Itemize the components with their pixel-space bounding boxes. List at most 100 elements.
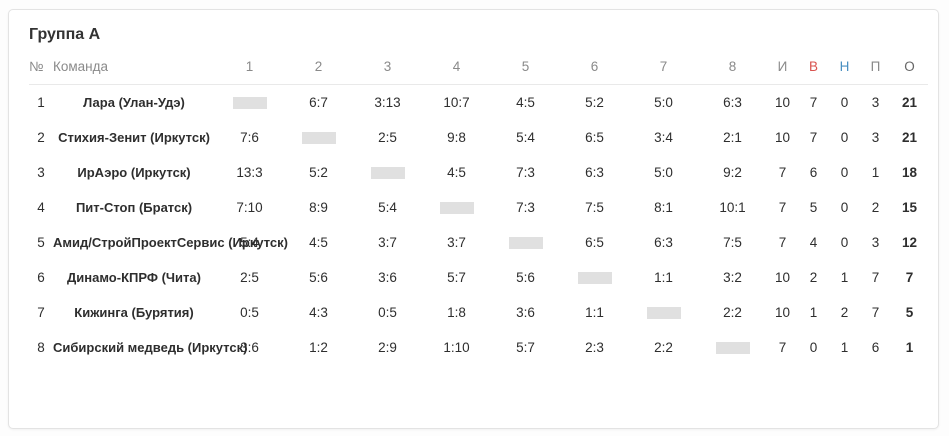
- wins-cell: 1: [809, 305, 818, 320]
- column-header-team: Команда: [53, 56, 215, 85]
- row-number-cell: 3: [37, 165, 45, 180]
- score-cell: 5:0: [654, 165, 673, 180]
- score-cell: 6:5: [585, 235, 604, 250]
- score-cell: 2:5: [240, 270, 259, 285]
- score-cell: 1:10: [443, 340, 470, 355]
- self-match-cell: [698, 330, 767, 365]
- score-cell: 3:6: [378, 270, 397, 285]
- score-cell: 5:4: [240, 235, 259, 250]
- table-row: 7 Кижинга (Бурятия) 0:5 4:3 0:5 1:8 3:6 1:1 2:2 1…: [29, 295, 928, 330]
- column-header-points: О: [891, 56, 928, 85]
- losses-cell: 7: [871, 305, 880, 320]
- wins-cell: 0: [809, 340, 818, 355]
- draws-cell: 0: [840, 200, 849, 215]
- wins-cell: 2: [809, 270, 818, 285]
- score-cell: 2:1: [723, 130, 742, 145]
- card-inner: Группа А № Команда 1 2 3 4 5 6: [9, 10, 938, 365]
- self-match-placeholder: [439, 202, 474, 215]
- score-cell: 9:2: [723, 165, 742, 180]
- draws-cell: 0: [840, 165, 849, 180]
- score-cell: 1:2: [309, 340, 328, 355]
- score-cell: 5:6: [309, 270, 328, 285]
- row-number-cell: 2: [37, 130, 45, 145]
- score-cell: 7:6: [240, 130, 259, 145]
- table-row: 2 Стихия-Зенит (Иркутск) 7:6 2:5 9:8 5:4 6:5 3:…: [29, 120, 928, 155]
- points-cell: 21: [901, 95, 918, 110]
- score-cell: 2:2: [654, 340, 673, 355]
- score-cell: 7:5: [585, 200, 604, 215]
- header-row: № Команда 1 2 3 4 5 6 7 8 И В Н П О: [29, 56, 928, 85]
- score-cell: 10:1: [719, 200, 746, 215]
- wins-cell: 6: [809, 165, 818, 180]
- row-number-cell: 4: [37, 200, 45, 215]
- table-row: 3 ИрАэро (Иркутск) 13:3 5:2 4:5 7:3 6:3 5:0 9:2 7…: [29, 155, 928, 190]
- table-row: 6 Динамо-КПРФ (Чита) 2:5 5:6 3:6 5:7 5:6 1:1 3:2…: [29, 260, 928, 295]
- column-header-8: 8: [698, 56, 767, 85]
- self-match-cell: [560, 260, 629, 295]
- row-number-cell: 8: [37, 340, 45, 355]
- games-cell: 7: [778, 235, 787, 250]
- column-header-7: 7: [629, 56, 698, 85]
- table-row: 5 Амид/СтройПроектСервис (Иркутск) 5:4 4:5 3…: [29, 225, 928, 260]
- standings-card: Группа А № Команда 1 2 3 4 5 6: [8, 9, 939, 429]
- score-cell: 9:8: [447, 130, 466, 145]
- score-cell: 2:9: [378, 340, 397, 355]
- draws-cell: 0: [840, 130, 849, 145]
- score-cell: 5:4: [516, 130, 535, 145]
- score-cell: 5:2: [309, 165, 328, 180]
- self-match-placeholder: [715, 342, 750, 355]
- group-title: Группа А: [29, 26, 101, 43]
- score-cell: 7:3: [516, 165, 535, 180]
- team-name-cell: Лара (Улан-Удэ): [83, 95, 185, 110]
- self-match-placeholder: [232, 97, 267, 110]
- team-name-cell: Стихия-Зенит (Иркутск): [58, 130, 210, 145]
- table-row: 8 Сибирский медведь (Иркутск) 3:6 1:2 2:9 1:1…: [29, 330, 928, 365]
- score-cell: 4:3: [309, 305, 328, 320]
- team-name-cell: Амид/СтройПроектСервис (Иркутск): [53, 235, 288, 250]
- column-header-3: 3: [353, 56, 422, 85]
- points-cell: 18: [901, 165, 918, 180]
- self-match-placeholder: [577, 272, 612, 285]
- score-cell: 0:5: [378, 305, 397, 320]
- self-match-cell: [629, 295, 698, 330]
- team-name-cell: ИрАэро (Иркутск): [77, 165, 191, 180]
- games-cell: 10: [774, 95, 791, 110]
- self-match-cell: [215, 85, 284, 121]
- row-number-cell: 5: [37, 235, 45, 250]
- losses-cell: 2: [871, 200, 880, 215]
- score-cell: 4:5: [309, 235, 328, 250]
- column-header-losses: П: [860, 56, 891, 85]
- wins-cell: 7: [809, 95, 818, 110]
- score-cell: 7:3: [516, 200, 535, 215]
- score-cell: 5:2: [585, 95, 604, 110]
- self-match-cell: [422, 190, 491, 225]
- column-header-1: 1: [215, 56, 284, 85]
- points-cell: 21: [901, 130, 918, 145]
- row-number-cell: 7: [37, 305, 45, 320]
- points-cell: 5: [905, 305, 914, 320]
- score-cell: 3:13: [374, 95, 401, 110]
- score-cell: 6:7: [309, 95, 328, 110]
- score-cell: 5:7: [447, 270, 466, 285]
- score-cell: 3:6: [240, 340, 259, 355]
- self-match-placeholder: [301, 132, 336, 145]
- draws-cell: 1: [840, 340, 849, 355]
- score-cell: 6:3: [585, 165, 604, 180]
- column-header-4: 4: [422, 56, 491, 85]
- team-name-cell: Сибирский медведь (Иркутск): [53, 340, 248, 355]
- score-cell: 2:3: [585, 340, 604, 355]
- games-cell: 10: [774, 305, 791, 320]
- wins-cell: 7: [809, 130, 818, 145]
- losses-cell: 3: [871, 235, 880, 250]
- team-name-cell: Пит-Стоп (Братск): [75, 200, 193, 215]
- losses-cell: 7: [871, 270, 880, 285]
- row-number-cell: 6: [37, 270, 45, 285]
- column-header-games: И: [767, 56, 798, 85]
- score-cell: 2:5: [378, 130, 397, 145]
- standings-body: 1 Лара (Улан-Удэ) 6:7 3:13 10:7 4:5 5:2 5:0 6:3 1…: [29, 85, 928, 366]
- draws-cell: 2: [840, 305, 849, 320]
- points-cell: 12: [901, 235, 918, 250]
- games-cell: 7: [778, 165, 787, 180]
- games-cell: 7: [778, 200, 787, 215]
